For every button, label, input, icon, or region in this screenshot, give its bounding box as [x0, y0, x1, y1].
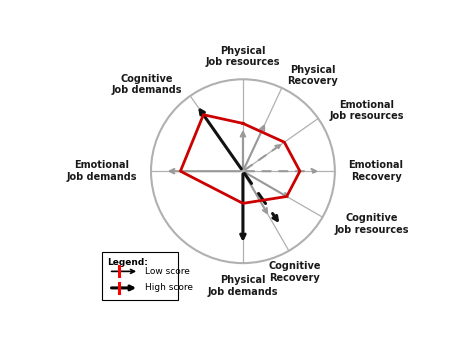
Text: Emotional
Job resources: Emotional Job resources	[329, 100, 404, 121]
Text: High score: High score	[146, 283, 193, 293]
Text: Emotional
Job demands: Emotional Job demands	[67, 160, 137, 182]
Text: Cognitive
Job demands: Cognitive Job demands	[112, 74, 182, 95]
Text: Low score: Low score	[146, 267, 191, 276]
Text: Physical
Job resources: Physical Job resources	[206, 46, 280, 67]
Bar	[102, 252, 178, 300]
Text: Physical
Recovery: Physical Recovery	[288, 65, 338, 86]
Text: Cognitive
Job resources: Cognitive Job resources	[335, 213, 409, 235]
Text: Cognitive
Recovery: Cognitive Recovery	[269, 261, 321, 283]
Text: Emotional
Recovery: Emotional Recovery	[348, 160, 404, 182]
Text: Legend:: Legend:	[107, 258, 148, 266]
Text: Physical
Job demands: Physical Job demands	[208, 275, 278, 297]
